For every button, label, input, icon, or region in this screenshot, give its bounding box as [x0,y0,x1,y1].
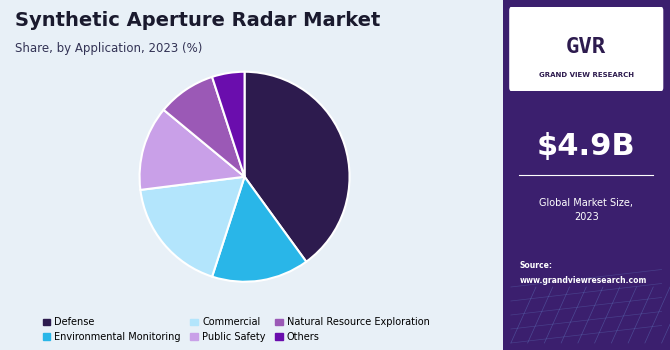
Text: Source:
www.grandviewresearch.com: Source: www.grandviewresearch.com [519,261,647,285]
Wedge shape [212,177,306,282]
FancyBboxPatch shape [509,7,663,91]
Wedge shape [163,77,245,177]
Legend: Defense, Environmental Monitoring, Commercial, Public Safety, Natural Resource E: Defense, Environmental Monitoring, Comme… [40,314,433,345]
Text: $4.9B: $4.9B [537,133,636,161]
Wedge shape [141,177,245,276]
Wedge shape [139,110,245,190]
Wedge shape [245,72,350,262]
FancyBboxPatch shape [452,0,670,350]
Text: Share, by Application, 2023 (%): Share, by Application, 2023 (%) [15,42,202,55]
Wedge shape [212,72,245,177]
Text: GRAND VIEW RESEARCH: GRAND VIEW RESEARCH [539,72,634,78]
Text: Synthetic Aperture Radar Market: Synthetic Aperture Radar Market [15,10,381,29]
Text: GVR: GVR [566,37,606,57]
Text: Global Market Size,
2023: Global Market Size, 2023 [539,198,633,222]
